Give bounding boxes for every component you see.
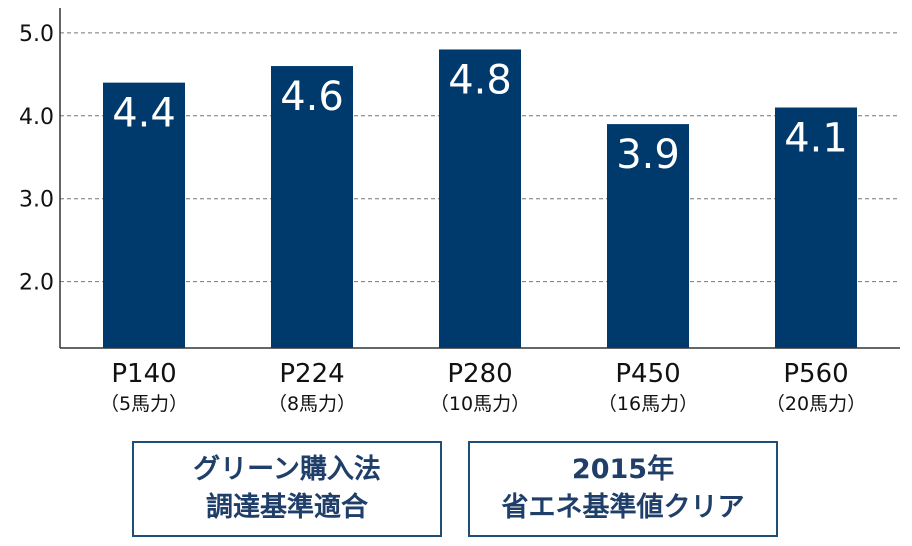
bar <box>439 49 521 349</box>
y-tick-label: 5.0 <box>19 22 54 47</box>
badge-1-line1: グリーン購入法 <box>193 454 381 485</box>
bar <box>607 124 689 348</box>
green-purchasing-badge: グリーン購入法 調達基準適合 <box>132 441 442 537</box>
bar <box>103 82 185 348</box>
bar-value-label: 4.1 <box>784 116 848 162</box>
bar-value-label: 4.8 <box>448 57 512 103</box>
x-tick-sublabel: （16馬力） <box>598 393 698 415</box>
y-tick-label: 2.0 <box>19 271 54 296</box>
x-tick-sublabel: （5馬力） <box>100 393 188 415</box>
x-tick-sublabel: （20馬力） <box>766 393 866 415</box>
energy-standard-badge: 2015年 省エネ基準値クリア <box>468 441 778 537</box>
badge-2-line1: 2015年 <box>571 454 675 485</box>
x-tick-label: P140 <box>111 359 176 389</box>
badge-2-line2: 省エネ基準値クリア <box>501 492 745 523</box>
y-tick-label: 3.0 <box>19 188 54 213</box>
bar <box>271 66 353 349</box>
x-tick-label: P280 <box>447 359 512 389</box>
bar-value-label: 4.4 <box>112 91 176 137</box>
bar-value-label: 3.9 <box>616 132 680 178</box>
bar <box>775 107 857 348</box>
y-tick-label: 4.0 <box>19 105 54 130</box>
badge-1-line2: 調達基準適合 <box>206 492 368 523</box>
x-tick-sublabel: （8馬力） <box>268 393 356 415</box>
x-tick-sublabel: （10馬力） <box>430 393 530 415</box>
x-tick-label: P560 <box>783 359 848 389</box>
bar-chart: 2.0 3.0 4.0 5.0 4.4 4.6 4.8 3.9 4.1 P140 （5馬力） P2… <box>19 8 900 415</box>
x-tick-label: P450 <box>615 359 680 389</box>
x-tick-label: P224 <box>279 359 344 389</box>
bar-value-label: 4.6 <box>280 74 344 120</box>
